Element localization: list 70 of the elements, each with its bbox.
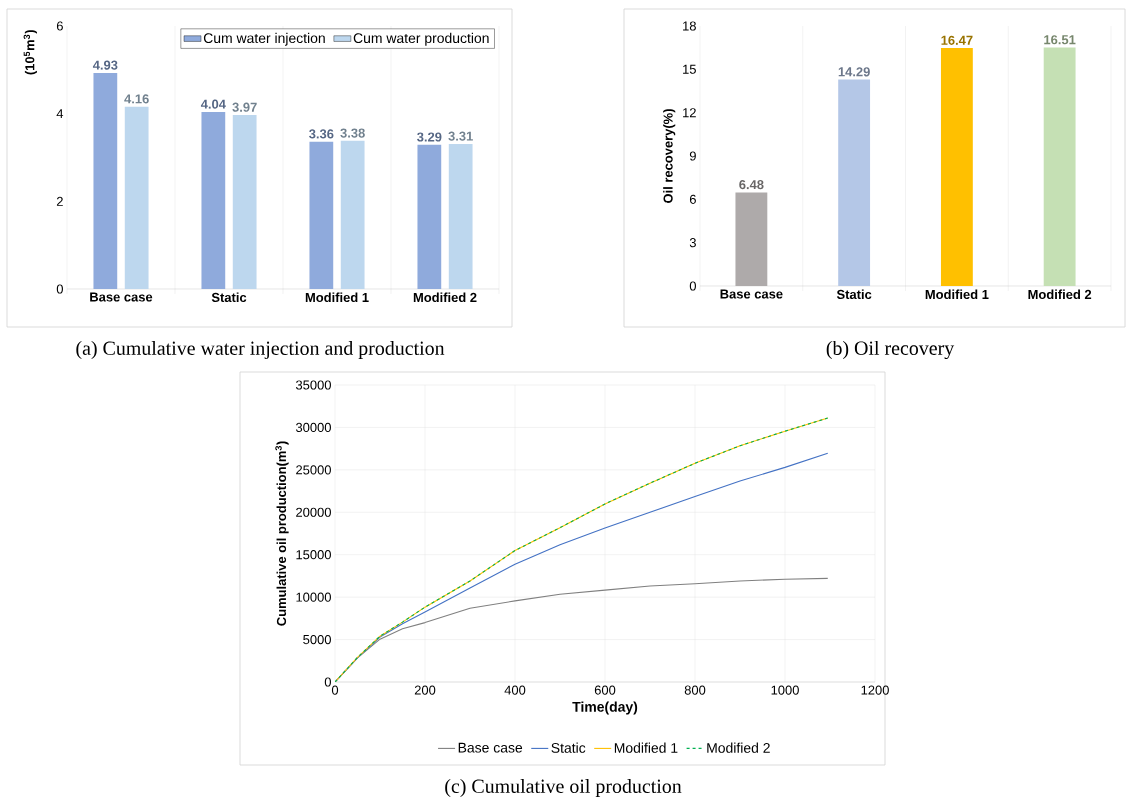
y-tick-label: 20000 (296, 507, 331, 517)
bar (448, 143, 473, 289)
data-label: 16.51 (1044, 35, 1076, 45)
bar (1043, 47, 1076, 286)
data-label: 4.16 (124, 94, 149, 104)
bar (735, 192, 768, 286)
bar (340, 140, 365, 289)
x-tick-label: Base case (720, 289, 783, 299)
text: (a) Cumulative water injection and production (76, 340, 445, 360)
data-label: 6.48 (739, 180, 764, 190)
x-tick-label: 400 (504, 685, 526, 695)
legend-label: Static (551, 742, 586, 753)
data-label: 14.29 (838, 67, 870, 77)
x-tick-label: 0 (331, 685, 339, 695)
data-label: 4.04 (200, 99, 226, 109)
y-tick-label: 6 (56, 21, 63, 31)
x-tick-label: Modified 1 (305, 292, 369, 303)
bar (201, 111, 226, 289)
legend-label: Modified 1 (614, 742, 678, 753)
bar (232, 114, 257, 289)
data-label: 3.97 (232, 102, 257, 112)
bar (417, 144, 442, 289)
x-tick-label: 200 (414, 685, 436, 695)
y-tick-label: 18 (683, 21, 696, 31)
y-tick-label: 2 (56, 196, 63, 206)
y-tick-label: 0 (689, 281, 696, 291)
y-axis-title: Oil recovery(%) (663, 109, 676, 203)
y-tick-label: 5000 (303, 634, 331, 645)
data-label: 3.36 (309, 129, 334, 139)
x-tick-label: Modified 2 (1028, 289, 1092, 300)
bar (940, 48, 973, 286)
data-label: 4.93 (92, 60, 118, 70)
data-label: 3.31 (448, 131, 473, 141)
x-tick-label: 600 (594, 685, 616, 695)
y-tick-label: 25000 (296, 465, 331, 475)
x-tick-label: Static (211, 292, 247, 303)
legend-label: Cum water injection (203, 32, 325, 46)
data-label: 16.47 (941, 35, 973, 45)
y-tick-label: 30000 (295, 422, 331, 433)
data-label: 3.29 (417, 132, 442, 142)
legend-label: Modified 2 (707, 742, 770, 753)
x-tick-label: 1200 (861, 685, 889, 695)
x-tick-label: 800 (684, 685, 706, 695)
y-tick-label: 9 (689, 151, 696, 161)
data-label: 3.38 (340, 128, 365, 138)
y-tick-label: 15000 (296, 550, 331, 560)
legend-label: Cum water production (353, 32, 489, 46)
y-tick-label: 0 (324, 677, 331, 687)
bar (93, 72, 118, 289)
y-tick-label: 35000 (295, 380, 331, 390)
y-tick-label: 15 (683, 64, 696, 74)
y-tick-label: 6 (689, 194, 696, 204)
x-tick-label: 1000 (771, 685, 799, 695)
legend-label: Base case (458, 742, 523, 753)
y-tick-label: 10000 (296, 592, 331, 602)
bar (309, 141, 334, 289)
bar (838, 79, 871, 286)
bar (124, 106, 149, 289)
x-axis-title: Time(day) (572, 701, 638, 715)
text: (c) Cumulative oil production (445, 778, 682, 798)
x-tick-label: Base case (90, 292, 153, 302)
x-tick-label: Static (836, 289, 872, 300)
y-tick-label: 12 (683, 108, 696, 118)
y-tick-label: 4 (56, 109, 64, 119)
y-axis-title: (10$^{5}$m$^{3}$) (23, 30, 37, 75)
x-tick-label: Modified 2 (413, 292, 477, 303)
y-tick-label: 3 (689, 238, 696, 248)
x-tick-label: Modified 1 (925, 289, 989, 300)
y-axis-title: Cumulative oil production(m$^{3}$) (275, 441, 289, 626)
text: (b) Oil recovery (826, 340, 955, 360)
